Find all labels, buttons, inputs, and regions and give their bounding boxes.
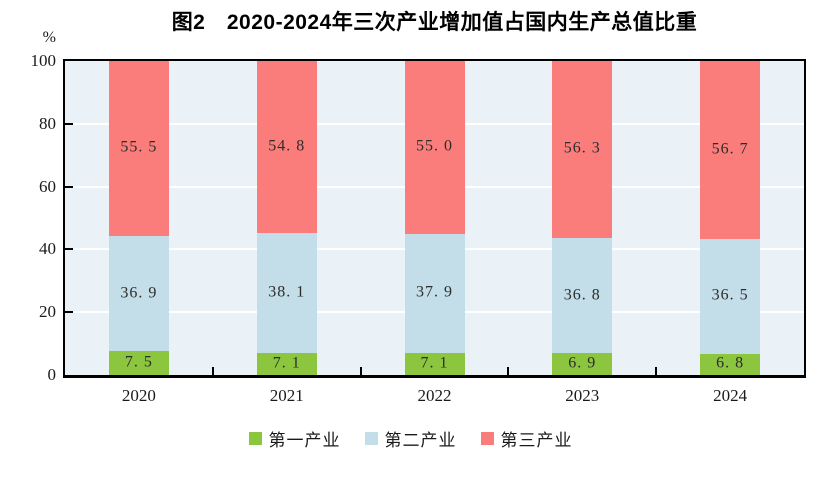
bar-segment-tertiary-industry-2020: 55. 5: [108, 61, 169, 236]
bar-segment-tertiary-industry-2024: 56. 7: [700, 61, 761, 240]
legend-marker-primary-industry: [248, 432, 262, 445]
legend-label-secondary-industry: 第二产业: [384, 431, 457, 450]
bar-value-label-secondary-industry-2023: 36. 8: [563, 286, 601, 304]
bar-value-label-secondary-industry-2022: 37. 9: [416, 283, 453, 301]
bar-segment-primary-industry-2023: 6. 9: [552, 353, 613, 375]
y-tick-mark-60: [65, 185, 73, 188]
bar-segment-secondary-industry-2024: 36. 5: [700, 239, 761, 354]
x-axis-category-label-2022: 2022: [417, 386, 452, 405]
bar-group-2023: 6. 9 36. 8 56. 3: [552, 61, 613, 375]
bar-value-label-secondary-industry-2021: 38. 1: [268, 283, 306, 301]
bar-value-label-tertiary-industry-2020: 55. 5: [120, 139, 158, 157]
bar-group-2024: 6. 8 36. 5 56. 7: [700, 61, 761, 375]
y-tick-mark-20: [65, 311, 73, 314]
bar-segment-primary-industry-2022: 7. 1: [404, 352, 465, 375]
bar-segment-primary-industry-2024: 6. 8: [700, 353, 761, 375]
legend-label-primary-industry: 第一产业: [268, 431, 341, 450]
y-axis-tick-label-40: 40: [39, 239, 56, 259]
y-axis-tick-label-0: 0: [47, 365, 57, 384]
bar-value-label-primary-industry-2021: 7. 1: [272, 354, 301, 372]
y-tick-mark-40: [65, 248, 73, 251]
y-axis-tick-label-100: 100: [30, 51, 57, 70]
bar-segment-secondary-industry-2020: 36. 9: [108, 235, 169, 352]
x-axis-category-label-2023: 2023: [565, 386, 600, 405]
bar-segment-secondary-industry-2022: 37. 9: [404, 233, 465, 353]
x-axis-category-label-2020: 2020: [121, 386, 156, 405]
y-axis-tick-label-20: 20: [39, 302, 56, 322]
bar-value-label-primary-industry-2024: 6. 8: [716, 354, 745, 372]
bar-segment-tertiary-industry-2023: 56. 3: [552, 61, 613, 238]
plot-area: 7. 5 36. 9 55. 5 7. 1 38. 1 54. 8 7. 1 37. 9 55.…: [63, 59, 806, 378]
bar-value-label-tertiary-industry-2022: 55. 0: [416, 137, 453, 155]
bar-group-2020: 7. 5 36. 9 55. 5: [108, 61, 169, 375]
legend-label-tertiary-industry: 第三产业: [500, 431, 573, 450]
y-tick-mark-80: [65, 122, 73, 125]
bar-value-label-primary-industry-2023: 6. 9: [568, 354, 597, 372]
bar-value-label-primary-industry-2020: 7. 5: [124, 353, 153, 371]
x-tick-mark-2: [359, 367, 362, 375]
legend-marker-secondary-industry: [364, 432, 378, 445]
x-tick-mark-4: [655, 367, 658, 375]
plot-inner: 7. 5 36. 9 55. 5 7. 1 38. 1 54. 8 7. 1 37. 9 55.…: [65, 61, 804, 375]
bar-segment-secondary-industry-2023: 36. 8: [552, 237, 613, 354]
bar-segment-primary-industry-2020: 7. 5: [108, 351, 169, 375]
bar-value-label-tertiary-industry-2021: 54. 8: [268, 137, 306, 155]
legend-item-tertiary-industry: 第三产业: [480, 426, 573, 451]
y-axis-tick-label-60: 60: [39, 176, 56, 196]
x-tick-mark-1: [211, 367, 214, 375]
bar-value-label-tertiary-industry-2024: 56. 7: [711, 140, 749, 158]
chart-title: 图2 2020-2024年三次产业增加值占国内生产总值比重: [171, 11, 698, 34]
x-axis-category-label-2024: 2024: [713, 386, 748, 405]
legend-item-primary-industry: 第一产业: [248, 426, 341, 451]
bar-value-label-secondary-industry-2020: 36. 9: [120, 284, 158, 302]
legend-marker-tertiary-industry: [480, 432, 494, 445]
bar-value-label-primary-industry-2022: 7. 1: [420, 354, 449, 372]
x-axis-category-label-2021: 2021: [269, 386, 304, 405]
bar-segment-tertiary-industry-2021: 54. 8: [256, 61, 317, 234]
legend-item-secondary-industry: 第二产业: [364, 426, 457, 451]
x-tick-mark-3: [507, 367, 510, 375]
bar-segment-primary-industry-2021: 7. 1: [256, 352, 317, 375]
bar-value-label-secondary-industry-2024: 36. 5: [711, 286, 749, 304]
bar-segment-secondary-industry-2021: 38. 1: [256, 233, 317, 353]
bar-segment-tertiary-industry-2022: 55. 0: [404, 61, 465, 234]
legend: 第一产业 第二产业 第三产业: [0, 426, 821, 451]
bar-group-2021: 7. 1 38. 1 54. 8: [256, 61, 317, 375]
bar-group-2022: 7. 1 37. 9 55. 0: [404, 61, 465, 375]
bar-value-label-tertiary-industry-2023: 56. 3: [563, 140, 601, 158]
y-axis-unit-label: %: [42, 29, 56, 46]
y-axis-tick-label-80: 80: [39, 113, 56, 133]
